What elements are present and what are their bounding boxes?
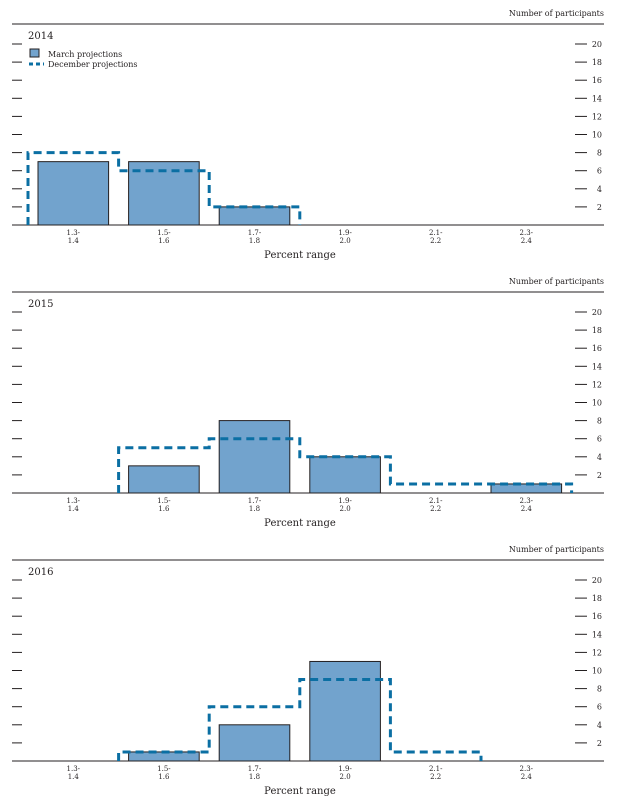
x-tick-label-4-bottom: 2.2 — [430, 773, 441, 781]
y-tick-label: 6 — [597, 703, 602, 712]
y-tick-label: 2 — [597, 203, 602, 212]
x-tick-label-2-top: 1.7- — [248, 229, 262, 237]
x-tick-label-1-top: 1.5- — [157, 497, 171, 505]
x-tick-label-2-bottom: 1.8 — [249, 237, 260, 245]
x-tick-label-3-top: 1.9- — [338, 497, 352, 505]
panel-year-label: 2016 — [28, 567, 53, 578]
x-tick-label-1-bottom: 1.6 — [158, 237, 170, 245]
y-tick-label: 8 — [597, 685, 602, 694]
y-tick-label: 10 — [592, 399, 602, 408]
x-tick-label-2-top: 1.7- — [248, 497, 262, 505]
x-tick-label-0-bottom: 1.4 — [68, 773, 80, 781]
y-tick-label: 18 — [592, 58, 602, 67]
bar-march-3 — [309, 456, 381, 494]
y-tick-label: 16 — [592, 76, 602, 85]
legend-march-swatch — [29, 48, 40, 58]
x-tick-label-5-bottom: 2.4 — [521, 773, 533, 781]
x-tick-label-1-top: 1.5- — [157, 765, 171, 773]
y-tick-label: 12 — [592, 648, 602, 657]
x-axis-label: Percent range — [264, 786, 336, 797]
x-tick-label-3-top: 1.9- — [338, 765, 352, 773]
bar-march-3 — [309, 660, 381, 762]
y-tick-label: 20 — [592, 40, 602, 49]
legend-march-label: March projections — [48, 50, 122, 59]
bar-march-0 — [37, 161, 110, 226]
x-tick-label-5-top: 2.3- — [520, 765, 534, 773]
x-axis-label: Percent range — [264, 250, 336, 261]
x-tick-label-1-bottom: 1.6 — [158, 773, 170, 781]
ylabel: Number of participants — [509, 545, 604, 554]
x-tick-label-1-top: 1.5- — [157, 229, 171, 237]
x-tick-label-0-top: 1.3- — [67, 765, 81, 773]
bar-march-1 — [128, 465, 200, 494]
x-tick-label-0-top: 1.3- — [67, 497, 81, 505]
y-tick-label: 12 — [592, 380, 602, 389]
x-tick-label-4-bottom: 2.2 — [430, 237, 441, 245]
december-step-line — [117, 678, 483, 761]
bar-march-2 — [218, 724, 291, 762]
y-tick-label: 2 — [597, 739, 602, 748]
ylabel: Number of participants — [509, 277, 604, 286]
y-tick-label: 20 — [592, 576, 602, 585]
x-tick-label-4-top: 2.1- — [429, 765, 443, 773]
y-tick-label: 10 — [592, 667, 602, 676]
x-tick-label-4-top: 2.1- — [429, 497, 443, 505]
y-tick-label: 14 — [592, 362, 602, 371]
y-tick-label: 4 — [597, 453, 602, 462]
y-tick-label: 6 — [597, 167, 602, 176]
x-tick-label-5-bottom: 2.4 — [521, 237, 533, 245]
x-tick-label-2-bottom: 1.8 — [249, 773, 260, 781]
x-tick-label-0-bottom: 1.4 — [68, 237, 80, 245]
x-tick-label-3-bottom: 2.0 — [340, 237, 351, 245]
x-tick-label-3-bottom: 2.0 — [340, 773, 351, 781]
y-tick-label: 2 — [597, 471, 602, 480]
x-tick-label-4-bottom: 2.2 — [430, 505, 441, 513]
legend-december-label: December projections — [48, 60, 137, 69]
x-tick-label-0-top: 1.3- — [67, 229, 81, 237]
x-tick-label-5-bottom: 2.4 — [521, 505, 533, 513]
bar-march-2 — [218, 206, 291, 226]
y-tick-label: 14 — [592, 630, 602, 639]
x-tick-label-3-top: 1.9- — [338, 229, 352, 237]
y-tick-label: 20 — [592, 308, 602, 317]
x-tick-label-1-bottom: 1.6 — [158, 505, 170, 513]
chart-panel-2016: Number of participants 2016 2 4 6 8 10 12 14 16 18… — [0, 536, 622, 804]
x-tick-label-2-bottom: 1.8 — [249, 505, 260, 513]
chart-panel-2014: Number of participants 2014 2 4 6 8 10 12 14 16 18… — [0, 0, 622, 268]
y-tick-label: 16 — [592, 344, 602, 353]
y-tick-label: 18 — [592, 326, 602, 335]
y-tick-label: 4 — [597, 185, 602, 194]
x-tick-label-3-bottom: 2.0 — [340, 505, 351, 513]
chart-svg-2015: Number of participants 2015 2 4 6 8 10 12 14 16 18… — [12, 277, 604, 529]
ylabel: Number of participants — [509, 9, 604, 18]
y-tick-label: 4 — [597, 721, 602, 730]
x-axis-label: Percent range — [264, 518, 336, 529]
panel-year-label: 2014 — [28, 31, 53, 42]
chart-panel-2015: Number of participants 2015 2 4 6 8 10 12 14 16 18… — [0, 268, 622, 536]
y-tick-label: 8 — [597, 417, 602, 426]
x-tick-label-5-top: 2.3- — [520, 229, 534, 237]
y-tick-label: 12 — [592, 112, 602, 121]
chart-svg-2014: Number of participants 2014 2 4 6 8 10 12 14 16 18… — [12, 9, 604, 261]
bar-march-2 — [218, 420, 291, 494]
y-tick-label: 8 — [597, 149, 602, 158]
panel-year-label: 2015 — [28, 299, 53, 310]
x-tick-label-0-bottom: 1.4 — [68, 505, 80, 513]
y-tick-label: 10 — [592, 131, 602, 140]
x-tick-label-2-top: 1.7- — [248, 765, 262, 773]
december-step-line — [26, 151, 302, 225]
x-tick-label-5-top: 2.3- — [520, 497, 534, 505]
x-tick-label-4-top: 2.1- — [429, 229, 443, 237]
december-step-line — [117, 437, 574, 493]
y-tick-label: 14 — [592, 94, 602, 103]
y-tick-label: 6 — [597, 435, 602, 444]
y-tick-label: 18 — [592, 594, 602, 603]
bar-march-1 — [128, 161, 200, 226]
y-tick-label: 16 — [592, 612, 602, 621]
chart-svg-2016: Number of participants 2016 2 4 6 8 10 12 14 16 18… — [12, 545, 604, 797]
